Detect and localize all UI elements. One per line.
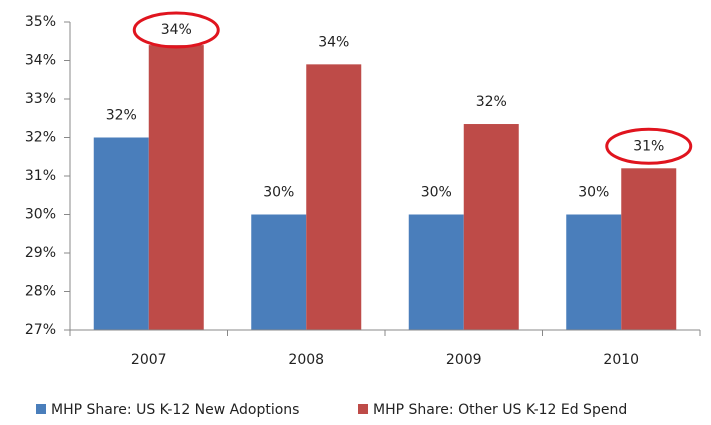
bar xyxy=(148,45,204,330)
highlight-circle xyxy=(605,127,693,165)
y-tick-label: 30% xyxy=(25,207,56,223)
bar xyxy=(306,64,362,330)
y-tick-label: 32% xyxy=(25,130,56,146)
y-tick-label: 29% xyxy=(25,245,56,261)
value-label: 34% xyxy=(318,34,349,50)
value-label: 34% xyxy=(161,22,192,38)
y-tick-label: 34% xyxy=(25,53,56,69)
bar xyxy=(566,214,622,330)
legend-label: MHP Share: Other US K-12 Ed Spend xyxy=(373,402,627,418)
bar xyxy=(408,214,464,330)
y-tick-label: 27% xyxy=(25,322,56,338)
bar xyxy=(93,137,149,330)
y-tick-label: 28% xyxy=(25,284,56,300)
legend-swatch xyxy=(358,404,368,414)
y-tick-label: 31% xyxy=(25,168,56,184)
bar xyxy=(621,168,677,330)
value-label: 30% xyxy=(421,185,452,201)
legend-label: MHP Share: US K-12 New Adoptions xyxy=(51,402,299,418)
value-label: 30% xyxy=(578,185,609,201)
value-label: 32% xyxy=(106,108,137,124)
y-tick-label: 33% xyxy=(25,91,56,107)
bar xyxy=(463,124,519,331)
x-tick-label: 2010 xyxy=(603,352,639,368)
x-tick-label: 2007 xyxy=(131,352,167,368)
x-tick-label: 2008 xyxy=(288,352,324,368)
value-label: 30% xyxy=(263,185,294,201)
value-label: 32% xyxy=(476,94,507,110)
legend-swatch xyxy=(36,404,46,414)
value-label: 31% xyxy=(633,138,664,154)
x-tick-label: 2009 xyxy=(446,352,482,368)
y-tick-label: 35% xyxy=(25,14,56,30)
bar xyxy=(251,214,307,330)
highlight-circle xyxy=(132,11,220,49)
